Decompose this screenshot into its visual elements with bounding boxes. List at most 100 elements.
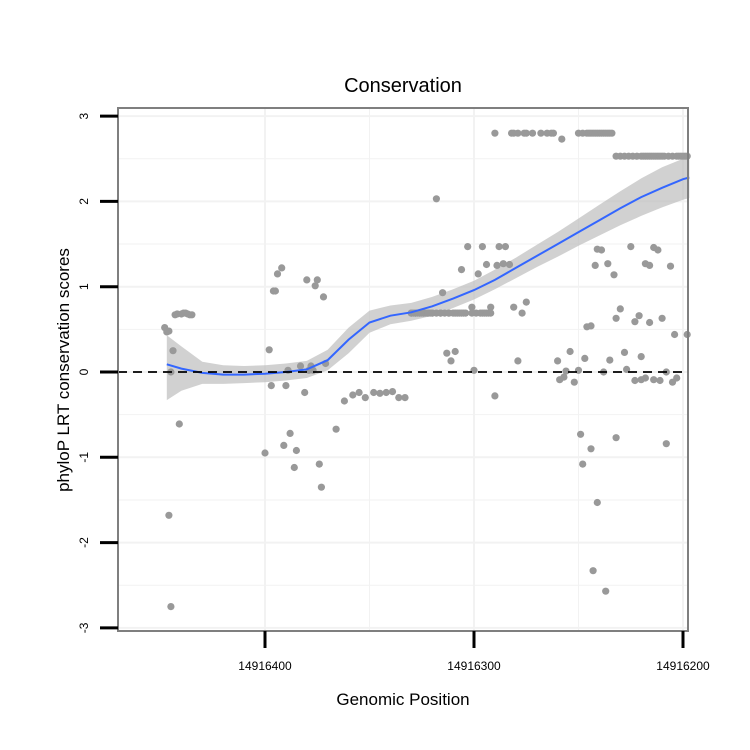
data-point bbox=[606, 356, 614, 364]
data-point bbox=[658, 314, 666, 322]
data-point bbox=[315, 460, 323, 468]
data-point bbox=[671, 330, 679, 339]
data-point bbox=[491, 129, 499, 137]
data-point bbox=[296, 362, 305, 370]
data-point bbox=[570, 378, 578, 386]
data-point bbox=[278, 264, 286, 272]
data-point bbox=[656, 376, 664, 385]
data-point bbox=[282, 382, 290, 390]
data-point bbox=[464, 243, 472, 251]
data-point bbox=[604, 260, 612, 268]
data-point bbox=[631, 318, 639, 326]
y-tick-label: -2 bbox=[77, 537, 91, 548]
data-point bbox=[554, 357, 562, 365]
data-point bbox=[267, 382, 275, 390]
data-point bbox=[470, 366, 478, 374]
data-point bbox=[432, 195, 440, 203]
y-axis-title: phyloP LRT conservation scores bbox=[54, 248, 73, 492]
chart-title: Conservation bbox=[344, 75, 462, 97]
y-tick-label: -1 bbox=[77, 452, 91, 463]
y-tick-label: 1 bbox=[77, 283, 91, 290]
data-point bbox=[641, 374, 650, 382]
data-point bbox=[482, 260, 491, 269]
data-point bbox=[487, 303, 495, 311]
data-point bbox=[311, 282, 319, 290]
data-point bbox=[562, 367, 570, 375]
confidence-band-layer bbox=[166, 156, 690, 401]
data-point bbox=[361, 394, 369, 402]
data-point bbox=[478, 243, 486, 251]
data-point bbox=[631, 376, 639, 385]
data-point bbox=[313, 276, 321, 284]
x-axis: 14916400 14916300 14916200 bbox=[238, 631, 710, 673]
data-point bbox=[443, 349, 451, 357]
data-point bbox=[340, 397, 348, 405]
data-point bbox=[319, 293, 328, 301]
smooth-line-layer bbox=[166, 176, 690, 376]
y-tick-label: 2 bbox=[77, 198, 91, 205]
data-point bbox=[462, 309, 470, 317]
y-tick-label: -3 bbox=[77, 622, 91, 633]
data-point bbox=[635, 312, 643, 320]
data-point bbox=[332, 425, 340, 433]
x-tick-label: 14916300 bbox=[447, 659, 501, 673]
data-point bbox=[271, 287, 279, 295]
y-axis: -3 -2 -1 0 1 2 3 bbox=[77, 112, 118, 633]
data-point bbox=[666, 262, 675, 270]
data-point bbox=[474, 270, 482, 278]
data-point bbox=[608, 129, 616, 137]
data-point bbox=[301, 388, 309, 397]
data-point bbox=[292, 446, 300, 455]
data-point bbox=[627, 243, 635, 251]
data-point bbox=[612, 434, 620, 442]
data-point bbox=[491, 392, 499, 400]
data-point bbox=[188, 311, 196, 319]
data-point bbox=[528, 129, 537, 137]
data-point bbox=[610, 271, 618, 279]
data-point bbox=[654, 246, 662, 254]
data-point bbox=[370, 388, 378, 397]
data-point bbox=[560, 373, 568, 381]
data-point bbox=[587, 445, 595, 453]
data-point bbox=[589, 567, 597, 575]
data-point bbox=[522, 129, 530, 137]
data-point bbox=[510, 303, 518, 311]
data-point bbox=[501, 243, 509, 251]
x-tick-label: 14916400 bbox=[238, 659, 292, 673]
data-point bbox=[388, 388, 397, 396]
data-point bbox=[395, 394, 403, 402]
data-point bbox=[273, 270, 282, 278]
data-point bbox=[518, 309, 526, 317]
data-point bbox=[382, 388, 390, 397]
data-point bbox=[499, 260, 507, 268]
data-point bbox=[612, 314, 620, 322]
data-point bbox=[376, 389, 384, 397]
data-point bbox=[487, 309, 495, 317]
data-point bbox=[175, 420, 183, 428]
data-point bbox=[401, 394, 409, 402]
x-axis-title: Genomic Position bbox=[336, 690, 469, 709]
confidence-band bbox=[166, 156, 690, 401]
data-point bbox=[620, 348, 629, 356]
data-point bbox=[591, 261, 599, 269]
data-point bbox=[303, 276, 311, 284]
data-point bbox=[579, 460, 587, 468]
data-point bbox=[317, 483, 325, 491]
data-point bbox=[587, 322, 595, 330]
data-point bbox=[493, 261, 501, 269]
y-tick-label: 3 bbox=[77, 112, 91, 119]
data-point bbox=[637, 353, 645, 361]
data-point bbox=[577, 430, 585, 438]
data-point bbox=[468, 303, 476, 311]
data-point bbox=[549, 129, 558, 137]
x-tick-label: 14916200 bbox=[656, 659, 710, 673]
data-point bbox=[280, 441, 288, 449]
data-point bbox=[566, 347, 574, 356]
data-point bbox=[646, 318, 654, 327]
data-point bbox=[505, 260, 514, 269]
data-point bbox=[602, 587, 610, 595]
data-point bbox=[558, 135, 566, 143]
data-point bbox=[495, 243, 503, 251]
data-point bbox=[662, 440, 670, 448]
